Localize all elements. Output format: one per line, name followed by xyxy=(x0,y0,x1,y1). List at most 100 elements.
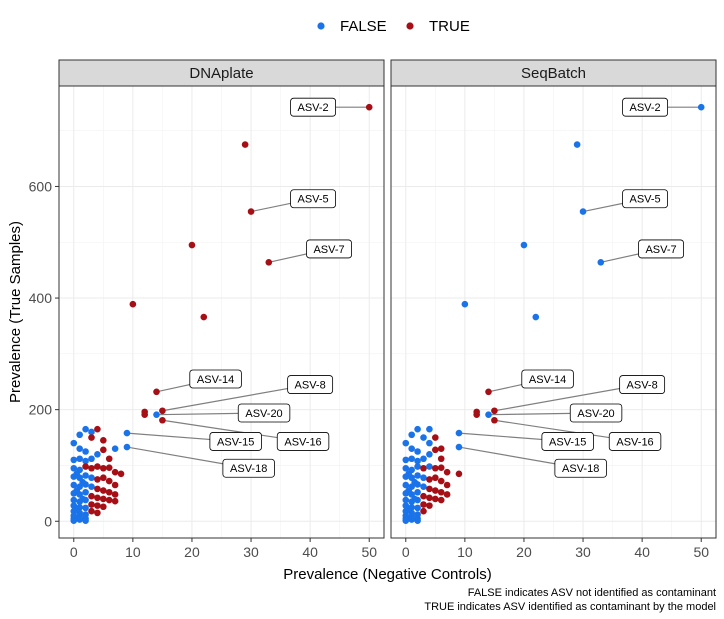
point-label-text: ASV-15 xyxy=(549,436,586,448)
point-label-box xyxy=(638,239,684,259)
point-label-text: ASV-5 xyxy=(629,194,660,206)
point-label-box xyxy=(569,403,623,423)
data-point-true xyxy=(426,494,433,502)
data-point-false xyxy=(402,496,410,504)
point-label-text: ASV-7 xyxy=(313,244,344,256)
y-tick-label: 0 xyxy=(44,513,52,529)
point-label-text: ASV-14 xyxy=(529,374,566,386)
x-axis-dnaplate: 0 10 20 30 40 50 xyxy=(70,538,377,560)
data-point-false xyxy=(420,483,427,490)
point-label-asv-5: ASV-5 xyxy=(622,189,668,209)
data-point-true xyxy=(432,434,439,441)
legend: FALSE TRUE xyxy=(317,18,470,35)
x-tick-label: 30 xyxy=(575,544,591,560)
data-point-false xyxy=(153,411,160,418)
data-point-true xyxy=(129,300,137,308)
data-point-false xyxy=(88,474,95,482)
data-point-true xyxy=(437,496,445,504)
data-point-false xyxy=(405,470,413,478)
data-point-false xyxy=(82,472,89,479)
data-point-true xyxy=(241,141,249,148)
data-point-false xyxy=(70,517,78,525)
data-point-true xyxy=(82,463,89,470)
data-point-false xyxy=(70,496,78,504)
point-label-box xyxy=(237,403,291,423)
data-point-true xyxy=(443,491,451,498)
data-point-false xyxy=(455,443,463,451)
data-point-true xyxy=(426,502,433,509)
gridlines-seqbatch xyxy=(391,86,716,538)
data-point-false xyxy=(123,429,131,437)
data-point-true xyxy=(100,464,107,472)
x-tick-label: 10 xyxy=(457,544,473,560)
point-label-text: ASV-2 xyxy=(297,102,328,114)
data-point-true xyxy=(491,407,498,415)
point-label-asv-2: ASV-2 xyxy=(290,97,336,117)
data-point-false xyxy=(70,464,78,472)
data-point-false xyxy=(408,445,415,453)
plot-border-dnaplate xyxy=(58,85,385,539)
data-point-false xyxy=(402,456,410,464)
data-point-false xyxy=(408,516,415,523)
point-label-asv-7: ASV-7 xyxy=(638,239,684,259)
data-point-false xyxy=(579,208,587,215)
facet-strip-seqbatch xyxy=(390,59,717,87)
point-label-text: ASV-8 xyxy=(295,380,326,392)
point-label-asv-8: ASV-8 xyxy=(619,375,666,394)
data-point-false xyxy=(73,487,81,494)
data-point-true xyxy=(426,476,433,483)
facet-title-dnaplate: DNAplate xyxy=(189,65,253,82)
data-point-true xyxy=(437,445,445,453)
data-point-false xyxy=(82,488,89,496)
point-label-text: ASV-8 xyxy=(627,380,658,392)
data-point-false xyxy=(70,481,78,489)
point-label-asv-20: ASV-20 xyxy=(237,403,291,423)
data-point-true xyxy=(153,388,160,396)
data-point-true xyxy=(432,487,439,494)
data-point-false xyxy=(402,439,410,447)
data-point-false xyxy=(426,439,433,447)
data-point-true xyxy=(111,481,119,489)
point-label-box xyxy=(622,189,668,209)
data-point-true xyxy=(105,488,113,496)
data-point-true xyxy=(432,495,439,503)
caption-line-2: TRUE indicates ASV identified as contami… xyxy=(424,601,716,613)
data-point-true xyxy=(265,259,273,266)
data-point-false xyxy=(70,439,78,447)
x-tick-label: 40 xyxy=(634,544,650,560)
data-point-false xyxy=(573,141,581,148)
point-label-asv-16: ASV-16 xyxy=(276,432,330,451)
label-connector xyxy=(162,383,311,412)
point-label-asv-14: ASV-14 xyxy=(189,369,242,389)
data-point-false xyxy=(485,411,492,418)
data-point-true xyxy=(100,437,107,444)
point-label-text: ASV-7 xyxy=(645,244,676,256)
point-label-box xyxy=(554,458,607,478)
point-labels-dnaplate: ASV-2 ASV-5 ASV-7 ASV-14 ASV-8 ASV-20 ASV-15 AS… xyxy=(189,97,352,478)
data-point-true xyxy=(100,446,107,454)
point-label-box xyxy=(209,432,262,451)
point-label-text: ASV-20 xyxy=(577,408,614,420)
points-seqbatch xyxy=(402,103,705,525)
x-axis-seqbatch: 0 10 20 30 40 50 xyxy=(402,538,709,560)
facet-panel-dnaplate: DNAplate ASV-2 ASV-5 ASV-7 ASV-14 ASV-8 ASV-2… xyxy=(58,59,385,560)
data-point-false xyxy=(82,425,89,433)
data-point-true xyxy=(443,481,451,489)
plot-border-seqbatch xyxy=(390,85,717,539)
data-point-false xyxy=(82,457,89,465)
data-point-false xyxy=(408,431,415,439)
point-label-text: ASV-18 xyxy=(230,463,267,475)
data-point-true xyxy=(420,492,427,500)
data-point-true xyxy=(105,464,113,471)
point-label-asv-20: ASV-20 xyxy=(569,403,623,423)
data-point-true xyxy=(100,474,107,482)
caption-line-1: FALSE indicates ASV not identified as co… xyxy=(468,587,716,599)
point-label-box xyxy=(619,375,666,394)
point-label-box xyxy=(306,239,352,259)
data-point-true xyxy=(88,507,95,515)
y-tick-label: 200 xyxy=(29,402,53,418)
data-point-false xyxy=(94,450,101,458)
point-label-asv-5: ASV-5 xyxy=(290,189,336,209)
data-point-true xyxy=(491,416,498,424)
